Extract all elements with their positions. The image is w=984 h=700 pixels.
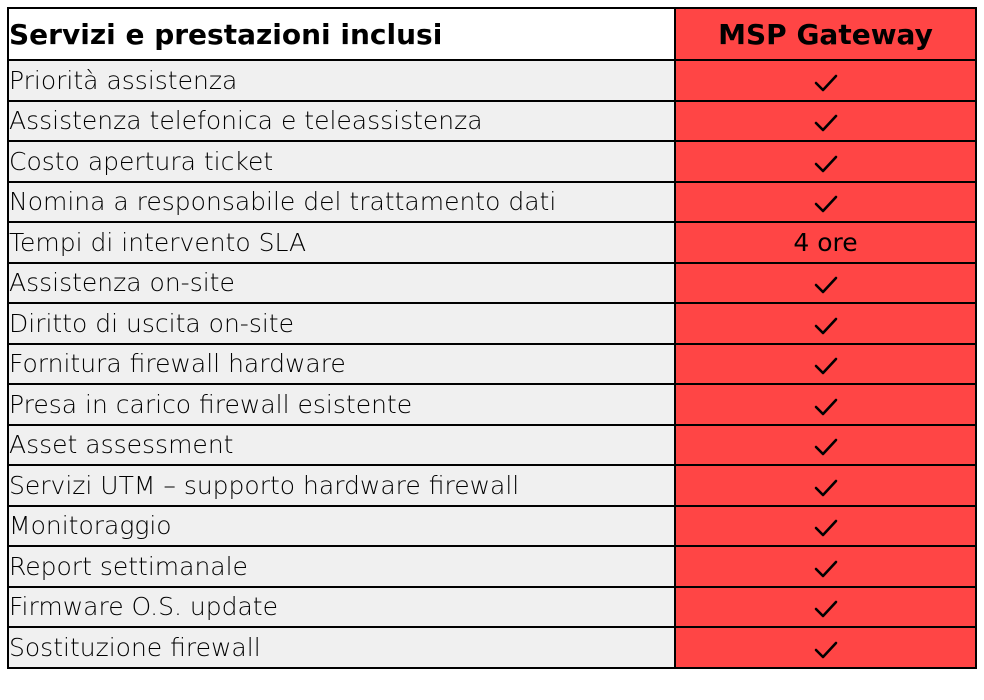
table-row: Costo apertura ticket (7, 140, 977, 183)
service-name: Assistenza telefonica e teleassistenza (7, 99, 676, 142)
table-row: Priorità assistenza (7, 59, 977, 102)
service-name: Presa in carico firewall esistente (7, 383, 676, 426)
checkmark-icon (813, 273, 839, 295)
plan-value (674, 59, 977, 102)
plan-value (674, 261, 977, 304)
checkmark-icon (813, 435, 839, 457)
service-name: Tempi di intervento SLA (7, 221, 676, 264)
plan-value (674, 504, 977, 547)
table-row: Tempi di intervento SLA 4 ore (7, 221, 977, 264)
checkmark-icon (813, 354, 839, 376)
checkmark-icon (813, 192, 839, 214)
checkmark-icon (813, 395, 839, 417)
plan-value (674, 342, 977, 385)
service-name: Monitoraggio (7, 504, 676, 547)
table-row: Monitoraggio (7, 504, 977, 547)
table-row: Assistenza on-site (7, 261, 977, 304)
table-body: Priorità assistenza Assistenza telefonica… (7, 59, 977, 669)
service-name: Costo apertura ticket (7, 140, 676, 183)
checkmark-icon (813, 71, 839, 93)
checkmark-icon (813, 314, 839, 336)
service-name: Sostituzione firewall (7, 626, 676, 669)
plan-value (674, 140, 977, 183)
table-row: Sostituzione firewall (7, 626, 977, 669)
header-services: Servizi e prestazioni inclusi (7, 7, 676, 61)
table-row: Nomina a responsabile del trattamento da… (7, 180, 977, 223)
plan-value-text: 4 ore (793, 227, 858, 257)
service-name: Fornitura firewall hardware (7, 342, 676, 385)
service-name: Report settimanale (7, 545, 676, 588)
checkmark-icon (813, 557, 839, 579)
services-comparison-table: Servizi e prestazioni inclusi MSP Gatewa… (7, 7, 977, 669)
table-header-row: Servizi e prestazioni inclusi MSP Gatewa… (7, 7, 977, 61)
plan-value (674, 626, 977, 669)
checkmark-icon (813, 516, 839, 538)
plan-value (674, 99, 977, 142)
table-row: Diritto di uscita on-site (7, 302, 977, 345)
service-name: Priorità assistenza (7, 59, 676, 102)
checkmark-icon (813, 638, 839, 660)
checkmark-icon (813, 476, 839, 498)
checkmark-icon (813, 597, 839, 619)
checkmark-icon (813, 111, 839, 133)
plan-value (674, 302, 977, 345)
table-row: Fornitura firewall hardware (7, 342, 977, 385)
plan-value (674, 180, 977, 223)
service-name: Asset assessment (7, 423, 676, 466)
service-name: Diritto di uscita on-site (7, 302, 676, 345)
table-row: Asset assessment (7, 423, 977, 466)
table-row: Firmware O.S. update (7, 585, 977, 628)
plan-value (674, 545, 977, 588)
plan-value (674, 585, 977, 628)
service-name: Nomina a responsabile del trattamento da… (7, 180, 676, 223)
plan-value (674, 383, 977, 426)
table-row: Report settimanale (7, 545, 977, 588)
table-row: Servizi UTM – supporto hardware firewall (7, 464, 977, 507)
table-row: Assistenza telefonica e teleassistenza (7, 99, 977, 142)
service-name: Assistenza on-site (7, 261, 676, 304)
table-row: Presa in carico firewall esistente (7, 383, 977, 426)
service-name: Servizi UTM – supporto hardware firewall (7, 464, 676, 507)
checkmark-icon (813, 152, 839, 174)
plan-value (674, 423, 977, 466)
plan-value: 4 ore (674, 221, 977, 264)
plan-value (674, 464, 977, 507)
header-plan: MSP Gateway (674, 7, 977, 61)
service-name: Firmware O.S. update (7, 585, 676, 628)
